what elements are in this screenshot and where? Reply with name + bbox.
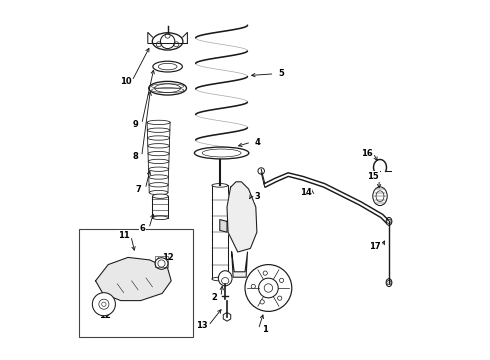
Text: 12: 12 — [162, 253, 173, 262]
Ellipse shape — [147, 136, 170, 140]
Circle shape — [259, 278, 278, 298]
Ellipse shape — [148, 152, 169, 156]
Ellipse shape — [148, 159, 169, 163]
Ellipse shape — [148, 167, 169, 171]
Text: 17: 17 — [369, 242, 381, 251]
Bar — [79, 229, 193, 337]
Ellipse shape — [219, 271, 232, 286]
Text: 5: 5 — [278, 69, 284, 78]
Polygon shape — [223, 312, 231, 321]
Bar — [152, 196, 169, 218]
Ellipse shape — [152, 33, 183, 50]
Text: 8: 8 — [132, 152, 138, 161]
Text: 9: 9 — [132, 120, 138, 129]
Text: 15: 15 — [367, 172, 379, 181]
Ellipse shape — [147, 128, 170, 132]
Ellipse shape — [148, 144, 170, 148]
Ellipse shape — [147, 120, 170, 125]
Text: 16: 16 — [361, 149, 372, 158]
Ellipse shape — [212, 184, 228, 187]
Bar — [155, 256, 168, 267]
Polygon shape — [96, 257, 171, 301]
Polygon shape — [232, 252, 247, 277]
Ellipse shape — [386, 217, 392, 225]
Polygon shape — [227, 182, 257, 252]
Ellipse shape — [152, 194, 169, 198]
Ellipse shape — [212, 277, 228, 281]
Circle shape — [245, 265, 292, 311]
Text: 11: 11 — [119, 231, 130, 240]
Polygon shape — [220, 220, 227, 232]
Ellipse shape — [373, 187, 387, 206]
Ellipse shape — [152, 216, 169, 220]
Bar — [212, 185, 228, 279]
Text: 13: 13 — [196, 321, 208, 330]
Circle shape — [260, 300, 264, 304]
Circle shape — [251, 284, 255, 288]
Ellipse shape — [195, 147, 249, 159]
Ellipse shape — [149, 190, 168, 195]
Ellipse shape — [155, 258, 168, 269]
Text: 14: 14 — [299, 188, 311, 197]
Ellipse shape — [149, 175, 169, 179]
Text: 3: 3 — [255, 192, 261, 201]
Text: 10: 10 — [120, 77, 131, 85]
Circle shape — [92, 293, 116, 316]
Text: 2: 2 — [212, 292, 218, 302]
Text: 7: 7 — [136, 184, 142, 194]
Text: 4: 4 — [255, 138, 261, 147]
Ellipse shape — [148, 81, 187, 95]
Ellipse shape — [386, 279, 392, 287]
Circle shape — [278, 296, 282, 300]
Circle shape — [263, 271, 268, 275]
Text: 12: 12 — [98, 310, 110, 320]
Text: 6: 6 — [140, 224, 146, 233]
Circle shape — [279, 278, 284, 283]
Ellipse shape — [149, 183, 168, 187]
Ellipse shape — [153, 61, 182, 72]
Text: 1: 1 — [262, 325, 268, 334]
